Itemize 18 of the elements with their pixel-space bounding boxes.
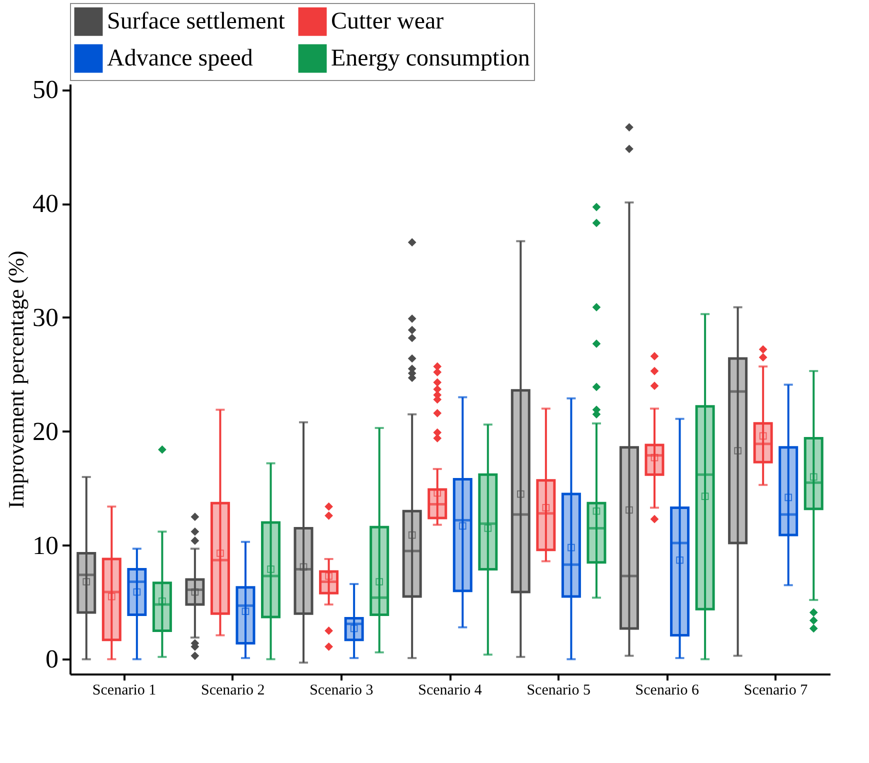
y-tick-label: 10 bbox=[32, 530, 58, 560]
legend-label: Energy consumption bbox=[331, 46, 530, 72]
x-tick-label: Scenario 3 bbox=[310, 682, 374, 698]
y-tick-label: 0 bbox=[46, 644, 58, 674]
x-tick-label: Scenario 6 bbox=[635, 682, 700, 698]
x-tick-label: Scenario 1 bbox=[92, 682, 156, 698]
legend-label: Cutter wear bbox=[331, 8, 444, 35]
x-tick-label: Scenario 4 bbox=[418, 682, 482, 698]
y-tick-label: 20 bbox=[32, 416, 58, 446]
y-tick-label: 50 bbox=[32, 75, 58, 104]
y-axis-title: Improvement percentage (%) bbox=[4, 250, 28, 508]
y-tick-label: 30 bbox=[32, 302, 58, 332]
x-tick-label: Scenario 2 bbox=[200, 682, 265, 698]
y-tick-label: 40 bbox=[32, 189, 58, 218]
legend-label: Advance speed bbox=[107, 46, 253, 72]
x-tick-label: Scenario 7 bbox=[744, 682, 808, 698]
x-tick-label: Scenario 5 bbox=[526, 682, 590, 698]
legend-label: Surface settlement bbox=[107, 8, 286, 35]
